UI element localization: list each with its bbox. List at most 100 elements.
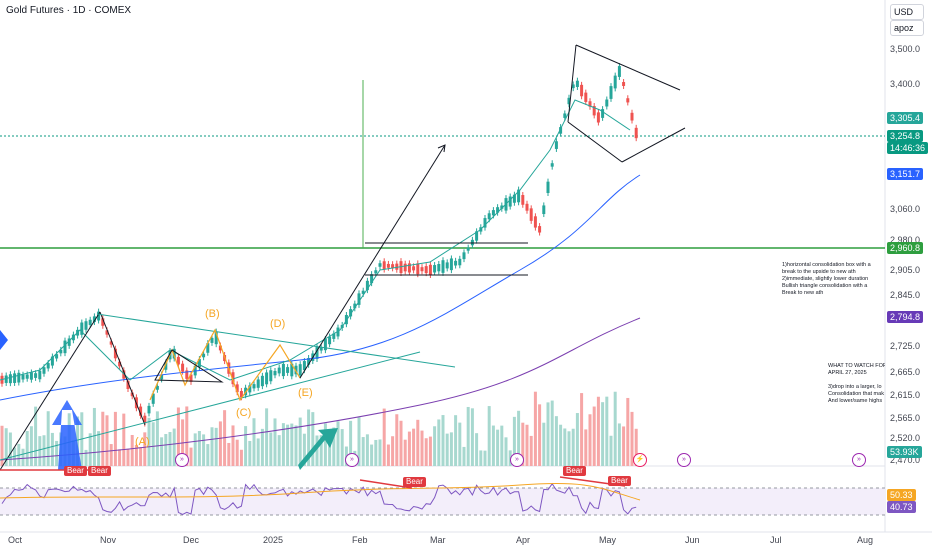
volume-bar <box>126 448 130 466</box>
user-label[interactable]: apoz <box>890 20 924 36</box>
fast-forward-icon[interactable]: » <box>175 453 189 467</box>
price-tick: 2,845.0 <box>890 290 921 300</box>
trend-up-1 <box>0 311 101 471</box>
volume-bar <box>151 422 155 466</box>
volume-bar <box>550 400 554 466</box>
volume-bar <box>349 420 353 466</box>
volume-bar <box>336 421 340 466</box>
time-tick: Oct <box>8 535 23 545</box>
volume-bar <box>206 444 210 466</box>
volume-bar <box>193 433 197 466</box>
symbol-title: Gold Futures · 1D · COMEX <box>6 5 132 16</box>
volume-bar <box>399 420 403 466</box>
green-arrow <box>298 428 338 470</box>
volume-bar <box>231 425 235 466</box>
price-label-purple-ma: 2,794.8 <box>887 311 924 323</box>
volume-bar <box>294 425 298 466</box>
fast-forward-icon[interactable]: » <box>345 453 359 467</box>
price-tick: 2,565.0 <box>890 413 921 423</box>
volume-bar <box>357 417 361 466</box>
volume-bar <box>46 411 50 466</box>
volume-bar <box>416 419 420 466</box>
volume-bars <box>0 391 638 466</box>
fast-forward-icon[interactable]: » <box>510 453 524 467</box>
volume-bar <box>609 435 613 466</box>
price-tick: 3,400.0 <box>890 79 921 89</box>
price-tick: 2,520.0 <box>890 433 921 443</box>
price-label-countdown: 14:46:36 <box>887 142 929 154</box>
volume-bar <box>13 447 17 466</box>
volume-bar <box>622 426 626 466</box>
volume-bar <box>113 411 117 466</box>
volume-bar <box>92 407 96 466</box>
volume-bar <box>462 446 466 466</box>
lightning-icon[interactable]: ⚡ <box>633 453 647 467</box>
volume-bar <box>365 434 369 466</box>
fast-forward-icon[interactable]: » <box>677 453 691 467</box>
volume-bar <box>634 428 638 466</box>
volume-bar <box>319 435 323 466</box>
time-tick: May <box>599 535 617 545</box>
blue-arrow <box>52 400 82 470</box>
volume-bar <box>214 427 218 466</box>
volume-bar <box>248 440 252 466</box>
volume-bar <box>277 435 281 466</box>
bear-label: Bear <box>608 476 631 486</box>
blue-arrow-left <box>0 330 8 350</box>
volume-bar <box>155 411 159 466</box>
price-label-blue-ma: 3,151.7 <box>887 168 924 180</box>
volume-bar <box>445 433 449 466</box>
small-triangle <box>154 349 224 383</box>
volume-bar <box>176 407 180 466</box>
volume-bar <box>454 415 458 466</box>
ma-purple <box>0 317 641 461</box>
volume-bar <box>218 421 222 466</box>
wedge-lines <box>567 44 686 163</box>
volume-bar <box>470 408 474 466</box>
candles <box>0 63 638 427</box>
wave-label-e: (E) <box>298 387 313 399</box>
rsi-label: 40.73 <box>887 501 916 513</box>
volume-bar <box>21 448 25 466</box>
volume-bar <box>466 406 470 466</box>
volume-bar <box>617 423 621 466</box>
volume-bar <box>567 431 571 466</box>
annotation-note-2: WHAT TO WATCH FOR W APRIL 27, 2025 3)dro… <box>828 363 885 404</box>
volume-bar <box>546 402 550 466</box>
volume-bar <box>521 422 525 466</box>
volume-bar <box>323 423 327 466</box>
volume-bar <box>433 426 437 466</box>
volume-bar <box>449 432 453 466</box>
volume-bar <box>328 443 332 466</box>
volume-bar <box>588 414 592 466</box>
volume-bar <box>172 428 176 466</box>
volume-bar <box>118 449 122 466</box>
fast-forward-icon[interactable]: » <box>852 453 866 467</box>
volume-bar <box>84 449 88 466</box>
wave-label-a: (A) <box>135 436 150 448</box>
currency-selector[interactable]: USD <box>890 4 924 20</box>
volume-bar <box>0 425 4 466</box>
volume-bar <box>525 424 529 466</box>
volume-bar <box>88 433 92 466</box>
volume-bar <box>563 428 567 466</box>
price-label-last: 3,254.8 <box>887 130 924 142</box>
arrow-head <box>437 144 446 153</box>
volume-bar <box>475 433 479 466</box>
volume-bar <box>441 415 445 466</box>
rsi-ma <box>0 483 641 501</box>
volume-bar <box>202 434 206 466</box>
volume-bar <box>139 447 143 466</box>
volume-bar <box>185 406 189 466</box>
volume-bar <box>273 418 277 466</box>
volume-bar <box>252 418 256 466</box>
volume-bar <box>164 434 168 466</box>
volume-bar <box>538 404 542 466</box>
volume-bar <box>386 444 390 466</box>
volume-bar <box>286 424 290 466</box>
volume-bar <box>395 414 399 466</box>
volume-bar <box>428 436 432 466</box>
wave-label-c: (C) <box>236 407 252 419</box>
volume-bar <box>575 413 579 466</box>
